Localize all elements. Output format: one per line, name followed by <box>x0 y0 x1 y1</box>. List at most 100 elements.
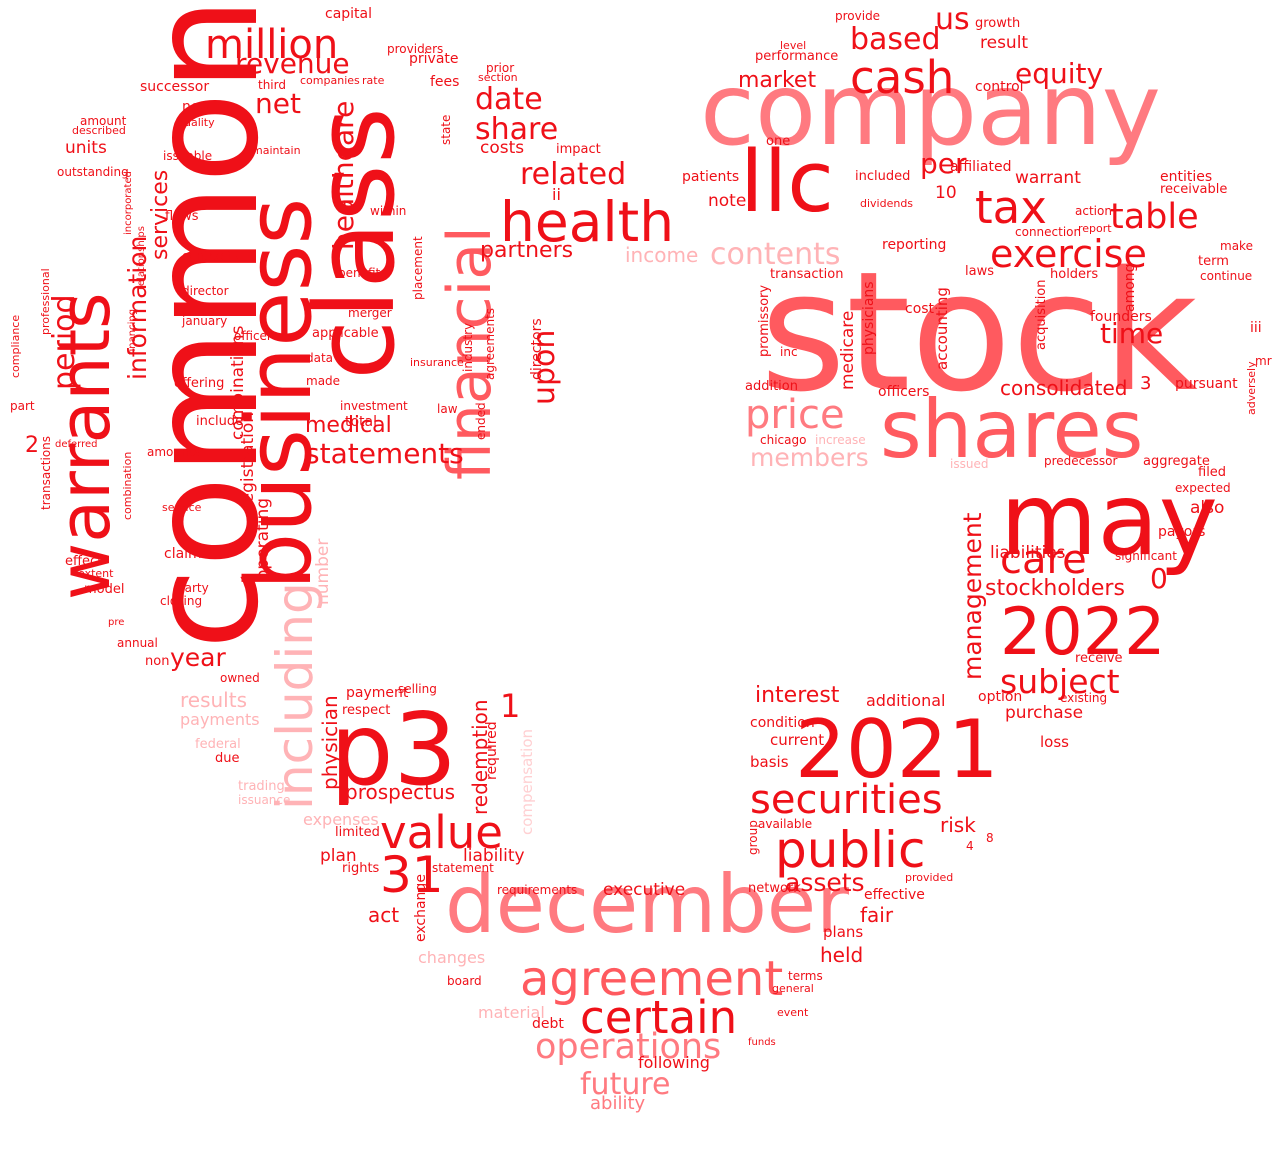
cloud-word: officer <box>234 329 272 343</box>
cloud-word: general <box>772 982 814 995</box>
cloud-word: option <box>978 689 1023 705</box>
cloud-word: control <box>975 79 1024 95</box>
cloud-word: provide <box>835 9 881 23</box>
cloud-word: payments <box>180 710 260 729</box>
cloud-word: rights <box>342 861 380 876</box>
cloud-word: condition <box>750 715 815 731</box>
cloud-word: insurance <box>410 356 464 369</box>
cloud-word: subject <box>1000 662 1120 701</box>
cloud-word: compensation <box>518 728 536 835</box>
cloud-word: care <box>1000 537 1087 583</box>
cloud-word: 2 <box>25 433 39 458</box>
cloud-word: action <box>1075 204 1112 218</box>
cloud-word: december <box>445 858 850 951</box>
cloud-word: revenue <box>235 47 350 80</box>
cloud-word: issuance <box>238 793 291 807</box>
cloud-word: owned <box>220 671 260 685</box>
cloud-word: rate <box>362 74 385 87</box>
cloud-word: professional <box>39 268 52 335</box>
cloud-word: terms <box>788 969 823 983</box>
cloud-word: holders <box>1050 267 1099 282</box>
cloud-word: providers <box>387 42 444 56</box>
cloud-word: healthcare <box>327 100 360 250</box>
cloud-word: pursuant <box>1175 376 1238 392</box>
cloud-word: entities <box>1160 169 1213 185</box>
cloud-word: time <box>1100 317 1164 350</box>
cloud-word: growth <box>975 16 1021 31</box>
cloud-word: extent <box>78 567 114 580</box>
cloud-word: market <box>738 68 817 93</box>
cloud-word: units <box>65 138 107 158</box>
cloud-word: physician <box>318 695 342 790</box>
cloud-word: executive <box>603 880 686 900</box>
cloud-word: term <box>1198 254 1229 269</box>
cloud-word: related <box>520 157 627 192</box>
cloud-word: director <box>182 284 229 298</box>
cloud-word: benefits <box>338 266 387 280</box>
cloud-word: promissory <box>757 284 772 357</box>
cloud-word: section <box>478 71 518 84</box>
cloud-word: amount <box>80 114 127 128</box>
cloud-word: within <box>370 204 407 218</box>
cloud-word: public <box>775 821 926 879</box>
cloud-word: basis <box>750 753 789 771</box>
cloud-word: effective <box>864 887 925 903</box>
cloud-word: ii <box>552 185 561 204</box>
cloud-word: future <box>580 1067 671 1102</box>
cloud-word: partners <box>480 238 574 263</box>
cloud-word: result <box>980 33 1029 53</box>
cloud-word: plans <box>823 923 864 941</box>
cloud-word: expenses <box>303 810 379 829</box>
cloud-word: party <box>177 581 209 595</box>
cloud-word: claims <box>164 546 209 562</box>
cloud-word: payors <box>1158 524 1206 540</box>
cloud-word: amounts <box>147 445 200 459</box>
cloud-word: continue <box>1200 269 1253 283</box>
cloud-word: net <box>255 87 301 120</box>
cloud-word: agreement <box>520 951 784 1007</box>
cloud-word: stock <box>760 236 1198 428</box>
cloud-word: consolidated <box>1000 376 1128 400</box>
cloud-word: ability <box>590 1093 646 1114</box>
cloud-word: physicians <box>861 281 877 355</box>
cloud-word: placement <box>411 236 425 300</box>
cloud-word: inc <box>780 345 798 359</box>
cloud-word: data <box>306 351 334 365</box>
cloud-word: transaction <box>770 267 844 282</box>
cloud-word: contents <box>710 237 841 272</box>
cloud-word: january <box>182 314 228 328</box>
cloud-word: loss <box>1040 733 1069 751</box>
cloud-word: acquisition <box>1034 279 1049 350</box>
cloud-word: assets <box>785 868 865 897</box>
cloud-word: management <box>958 512 987 680</box>
cloud-word: period <box>47 294 82 390</box>
cloud-word: costs <box>480 138 525 158</box>
cloud-word: private <box>409 51 459 67</box>
cloud-word: one <box>766 134 791 149</box>
cloud-word: income <box>625 243 699 267</box>
cloud-word: receive <box>1075 651 1123 666</box>
cloud-word: 31 <box>380 846 444 904</box>
cloud-word: p3 <box>330 691 458 808</box>
cloud-word: provided <box>905 871 954 884</box>
cloud-word: performance <box>755 49 839 64</box>
cloud-word: 3 <box>1140 373 1152 394</box>
cloud-word: risk <box>940 813 976 837</box>
cloud-word: issued <box>950 457 989 471</box>
cloud-word: report <box>1078 222 1112 235</box>
cloud-word: 0 <box>1150 562 1168 595</box>
cloud-word: third <box>258 78 286 92</box>
cloud-word: required <box>484 721 500 780</box>
cloud-word: 2022 <box>1000 595 1166 670</box>
cloud-word: fees <box>430 74 460 90</box>
cloud-word: current <box>770 731 825 749</box>
cloud-word: law <box>437 402 458 416</box>
cloud-word: accounting <box>933 287 951 370</box>
cloud-word: group <box>746 820 760 855</box>
cloud-word: companies <box>300 74 360 87</box>
cloud-word: based <box>850 22 941 57</box>
cloud-word: funds <box>748 1037 776 1048</box>
cloud-word: million <box>205 22 339 68</box>
cloud-word: changes <box>418 948 486 967</box>
cloud-word: merger <box>348 306 392 320</box>
